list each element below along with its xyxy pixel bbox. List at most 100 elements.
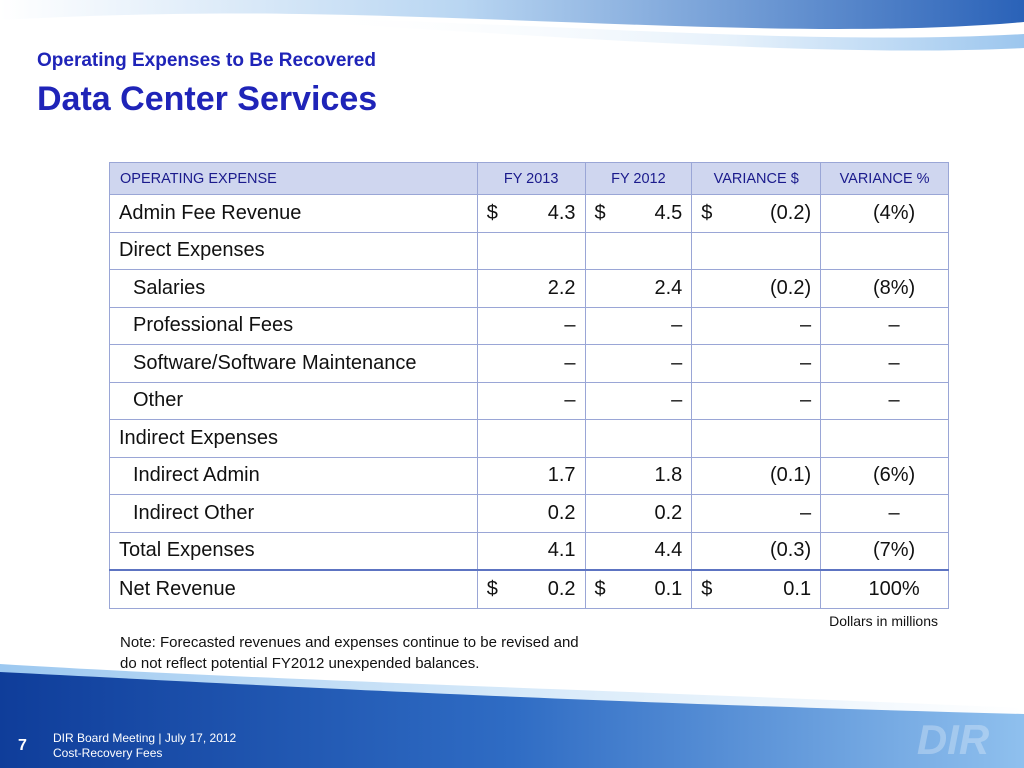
column-header-variance-dollars: VARIANCE $ bbox=[691, 162, 822, 195]
row-label: Indirect Other bbox=[109, 494, 478, 533]
fy2012-value: 0.1 bbox=[654, 577, 683, 600]
row-label: Indirect Expenses bbox=[109, 419, 478, 458]
variance-dollars-cell: (0.1) bbox=[691, 456, 822, 495]
variance-dollars-value: (0.1) bbox=[769, 464, 812, 487]
fy2013-cell: – bbox=[476, 344, 586, 383]
variance-dollars-value: (0.2) bbox=[769, 201, 812, 224]
variance-dollars-cell bbox=[691, 231, 822, 270]
page-number: 7 bbox=[18, 737, 27, 754]
row-label: Professional Fees bbox=[109, 306, 478, 345]
variance-dollars-cell: – bbox=[691, 381, 822, 420]
variance-dollars-cell: (0.2) bbox=[691, 269, 822, 308]
row-label: Software/Software Maintenance bbox=[109, 344, 478, 383]
variance-percent-cell: – bbox=[820, 494, 949, 533]
fy2012-cell: $0.1 bbox=[584, 569, 693, 609]
fy2012-value: 4.5 bbox=[654, 201, 683, 224]
variance-dollars-value: (0.3) bbox=[769, 539, 812, 562]
variance-percent-cell: – bbox=[820, 344, 949, 383]
currency-symbol: $ bbox=[701, 577, 713, 600]
fy2012-value: 4.4 bbox=[654, 539, 683, 562]
logo-text: DIR bbox=[917, 716, 990, 760]
currency-symbol: $ bbox=[486, 201, 498, 224]
fy2013-value: – bbox=[564, 389, 576, 412]
column-header-variance-percent: VARIANCE % bbox=[820, 162, 949, 195]
table-row: Direct Expenses bbox=[109, 231, 949, 270]
fy2012-cell: 0.2 bbox=[584, 494, 693, 533]
currency-symbol: $ bbox=[594, 577, 606, 600]
slide-title: Data Center Services bbox=[37, 80, 378, 118]
variance-dollars-cell: – bbox=[691, 306, 822, 345]
table-row: Salaries 2.2 2.4 (0.2) (8%) bbox=[109, 269, 949, 308]
fy2012-cell: $4.5 bbox=[584, 194, 693, 233]
table-row: Total Expenses 4.1 4.4 (0.3) (7%) bbox=[109, 531, 949, 571]
fy2013-cell: 2.2 bbox=[476, 269, 586, 308]
row-label: Other bbox=[109, 381, 478, 420]
variance-dollars-value: – bbox=[799, 501, 812, 524]
fy2012-value: – bbox=[671, 351, 683, 374]
variance-dollars-cell: $0.1 bbox=[691, 569, 822, 609]
units-caption: Dollars in millions bbox=[829, 613, 938, 629]
table-row: Indirect Expenses bbox=[109, 419, 949, 458]
footer-topic: Cost-Recovery Fees bbox=[53, 746, 163, 760]
fy2013-value: – bbox=[564, 314, 576, 337]
fy2012-cell: – bbox=[584, 306, 693, 345]
table-row: Indirect Admin 1.7 1.8 (0.1) (6%) bbox=[109, 456, 949, 495]
fy2012-cell: 4.4 bbox=[584, 531, 693, 571]
variance-percent-cell: (6%) bbox=[820, 456, 949, 495]
column-header-fy2013: FY 2013 bbox=[476, 162, 586, 195]
row-label: Direct Expenses bbox=[109, 231, 478, 270]
variance-dollars-value: 0.1 bbox=[783, 577, 812, 600]
fy2012-cell: – bbox=[584, 381, 693, 420]
fy2013-value: 4.1 bbox=[547, 539, 576, 562]
fy2012-value: – bbox=[671, 389, 683, 412]
fy2013-value: 2.2 bbox=[547, 276, 576, 299]
footnote-line: Note: Forecasted revenues and expenses c… bbox=[120, 634, 579, 651]
operating-expense-table: OPERATING EXPENSE FY 2013 FY 2012 VARIAN… bbox=[109, 162, 949, 609]
variance-dollars-cell: – bbox=[691, 344, 822, 383]
top-wave-decoration bbox=[0, 0, 1024, 51]
table-row: Indirect Other 0.2 0.2 – – bbox=[109, 494, 949, 533]
row-label: Total Expenses bbox=[109, 531, 478, 571]
variance-dollars-value: – bbox=[799, 351, 812, 374]
fy2012-value: 0.2 bbox=[654, 501, 683, 524]
table-header-row: OPERATING EXPENSE FY 2013 FY 2012 VARIAN… bbox=[109, 162, 949, 195]
fy2013-value: 1.7 bbox=[547, 464, 576, 487]
fy2013-cell: 4.1 bbox=[476, 531, 586, 571]
table-row: Software/Software Maintenance – – – – bbox=[109, 344, 949, 383]
row-label: Net Revenue bbox=[109, 569, 478, 609]
variance-dollars-cell bbox=[691, 419, 822, 458]
footnote: Note: Forecasted revenues and expenses c… bbox=[120, 632, 680, 674]
fy2012-cell: – bbox=[584, 344, 693, 383]
variance-dollars-cell: (0.3) bbox=[691, 531, 822, 571]
row-label: Salaries bbox=[109, 269, 478, 308]
variance-percent-cell bbox=[820, 419, 949, 458]
bottom-wave-decoration bbox=[0, 664, 1024, 768]
currency-symbol: $ bbox=[486, 577, 498, 600]
variance-percent-cell: (7%) bbox=[820, 531, 949, 571]
fy2012-cell: 1.8 bbox=[584, 456, 693, 495]
variance-dollars-value: – bbox=[799, 389, 812, 412]
fy2013-value: 4.3 bbox=[547, 201, 576, 224]
fy2012-value: – bbox=[671, 314, 683, 337]
fy2013-cell: 0.2 bbox=[476, 494, 586, 533]
fy2012-cell: 2.4 bbox=[584, 269, 693, 308]
footer-meeting: DIR Board Meeting | July 17, 2012 bbox=[53, 731, 237, 745]
currency-symbol: $ bbox=[594, 201, 606, 224]
fy2013-value: – bbox=[564, 351, 576, 374]
fy2013-cell: – bbox=[476, 381, 586, 420]
variance-percent-cell: (8%) bbox=[820, 269, 949, 308]
fy2013-cell bbox=[476, 419, 586, 458]
fy2012-cell bbox=[584, 419, 693, 458]
column-header-operating-expense: OPERATING EXPENSE bbox=[109, 162, 478, 195]
footnote-line: do not reflect potential FY2012 unexpend… bbox=[120, 655, 480, 672]
variance-percent-cell: – bbox=[820, 306, 949, 345]
footer-text: DIR Board Meeting | July 17, 2012 Cost-R… bbox=[53, 731, 236, 761]
fy2013-cell: $4.3 bbox=[476, 194, 586, 233]
table-row: Other – – – – bbox=[109, 381, 949, 420]
fy2013-cell: $0.2 bbox=[476, 569, 586, 609]
variance-percent-cell: – bbox=[820, 381, 949, 420]
row-label: Admin Fee Revenue bbox=[109, 194, 478, 233]
table-row: Admin Fee Revenue $4.3 $4.5 $ (0.2) (4%) bbox=[109, 194, 949, 233]
variance-dollars-value: – bbox=[799, 314, 812, 337]
fy2013-value: 0.2 bbox=[547, 501, 576, 524]
